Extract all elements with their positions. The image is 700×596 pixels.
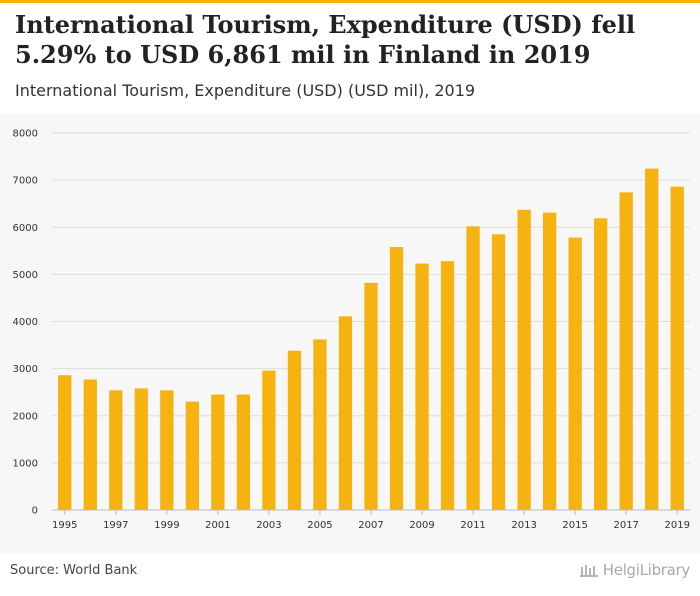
y-tick-label: 6000 <box>13 223 38 234</box>
bar-2003 <box>262 370 276 510</box>
bar-1998 <box>134 388 148 510</box>
bar-2002 <box>236 394 251 510</box>
chart-panel: 0 1000 2000 3000 4000 5000 6000 7000 8000 1995 199… <box>0 114 700 554</box>
bar-2005 <box>313 339 327 510</box>
bar-2017 <box>619 192 633 510</box>
x-tick-label: 2017 <box>613 520 638 531</box>
bar-2006 <box>338 316 353 510</box>
y-tick-label: 5000 <box>13 270 38 281</box>
bar-1996 <box>83 379 97 510</box>
y-tick-label: 7000 <box>13 176 38 187</box>
x-tick-label: 2013 <box>511 520 536 531</box>
y-tick-label: 4000 <box>13 317 38 328</box>
bar-1999 <box>160 390 174 510</box>
bar-2004 <box>287 350 302 510</box>
x-tick-label: 2005 <box>307 520 332 531</box>
x-tick-label: 1995 <box>52 520 77 531</box>
bar-2012 <box>491 234 506 510</box>
y-tick-label: 3000 <box>13 364 38 375</box>
y-tick-label: 0 <box>32 506 38 517</box>
y-tick-label: 8000 <box>13 129 38 140</box>
x-tick-label: 2011 <box>460 520 485 531</box>
x-tick-label: 1999 <box>154 520 179 531</box>
bar-2001 <box>211 394 225 510</box>
x-tick-label: 2007 <box>358 520 383 531</box>
top-accent-stripe <box>0 0 700 3</box>
logo-text: HelgiLibrary <box>602 561 691 579</box>
library-columns-icon <box>579 565 598 577</box>
bar-2011 <box>466 226 480 510</box>
bar-2018 <box>645 168 659 510</box>
bar-2008 <box>389 247 404 511</box>
x-tick-label: 2015 <box>562 520 587 531</box>
bar-2007 <box>364 282 378 510</box>
x-tick-label: 2009 <box>409 520 434 531</box>
bar-2015 <box>568 237 582 510</box>
bar-2000 <box>185 401 199 510</box>
source-note: Source: World Bank <box>10 563 138 578</box>
bar-2014 <box>543 212 557 511</box>
bar-1995 <box>58 375 72 510</box>
bar-2013 <box>517 209 531 510</box>
y-tick-label: 2000 <box>13 411 38 422</box>
x-tick-label: 2001 <box>205 520 230 531</box>
y-tick-label: 1000 <box>13 458 38 469</box>
x-tick-label: 1997 <box>103 520 128 531</box>
helgilibrary-logo: HelgiLibrary <box>579 561 690 579</box>
chart-subtitle: International Tourism, Expenditure (USD)… <box>15 81 476 100</box>
bar-chart: 0 1000 2000 3000 4000 5000 6000 7000 8000 1995 199… <box>13 129 690 531</box>
bar-1997 <box>109 390 123 510</box>
x-tick-label: 2003 <box>256 520 281 531</box>
bar-2019 <box>670 186 684 510</box>
bar-2010 <box>440 261 455 510</box>
bar-2009 <box>415 263 429 510</box>
x-tick-label: 2019 <box>665 520 690 531</box>
bar-2016 <box>594 218 608 510</box>
chart-title: International Tourism, Expenditure (USD)… <box>15 10 636 69</box>
